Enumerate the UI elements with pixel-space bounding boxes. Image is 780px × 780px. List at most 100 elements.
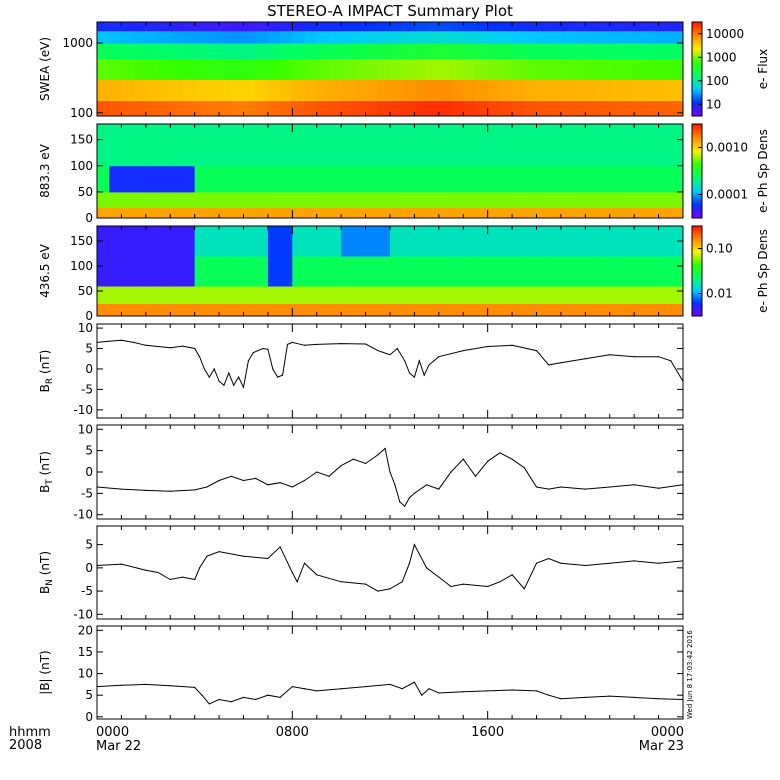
data-point [272, 368, 274, 370]
heatmap-cell [219, 100, 232, 116]
y-tick-label: 0 [85, 710, 93, 724]
heatmap-cell [475, 165, 489, 193]
data-point [291, 571, 293, 574]
data-point [133, 341, 135, 343]
panel-ylabel: 436.5 eV [38, 243, 52, 298]
data-point [450, 585, 452, 588]
heatmap-cell [426, 43, 440, 59]
data-point [316, 343, 318, 346]
data-point [462, 349, 464, 352]
heatmap-cell [475, 30, 489, 44]
heatmap-cell [573, 207, 586, 218]
heatmap-cell [280, 124, 293, 167]
heatmap-cell [255, 58, 269, 81]
heatmap-cell [206, 22, 220, 32]
heatmap-cell [451, 30, 464, 44]
heatmap-cell [548, 30, 562, 44]
data-points [96, 447, 684, 507]
heatmap-cell [109, 256, 122, 287]
heatmap-cell [219, 22, 232, 32]
heatmap-cell [475, 43, 489, 59]
heatmap-cell [658, 22, 672, 32]
heatmap-cell [585, 58, 599, 81]
y-tick-label: 0 [85, 561, 93, 575]
data-point [233, 384, 235, 386]
heatmap-cell [243, 207, 257, 218]
heatmap-cell [194, 22, 208, 32]
heatmap-cell [573, 30, 586, 44]
ylabel-unit: (nT) [38, 650, 52, 678]
heatmap-cell [573, 303, 586, 316]
heatmap-cell [536, 256, 550, 287]
data-point [198, 356, 201, 358]
data-point [364, 685, 367, 688]
heatmap-cell [133, 22, 147, 32]
heatmap-cell [475, 256, 489, 287]
data-point [316, 574, 318, 576]
ylabel-sub: R [45, 378, 55, 384]
heatmap-cell [487, 124, 501, 167]
heatmap-cell [121, 226, 135, 257]
heatmap-cell [597, 79, 611, 102]
heatmap-cell [670, 207, 683, 218]
y-tick-label: 20 [78, 623, 93, 637]
heatmap-cell [365, 303, 379, 316]
data-point [408, 372, 411, 374]
heatmap-cell [560, 165, 574, 193]
heatmap-cell [316, 303, 330, 316]
heatmap-cell [597, 207, 611, 218]
heatmap-cell [573, 22, 586, 32]
heatmap-cell [646, 58, 660, 81]
heatmap-cell [341, 207, 354, 218]
heatmap-cell [170, 124, 183, 167]
heatmap-cell [97, 79, 110, 102]
heatmap-cell [609, 226, 623, 257]
data-point [438, 488, 440, 490]
heatmap-cell [194, 207, 208, 218]
data-point [384, 447, 386, 450]
data-point [262, 347, 264, 350]
heatmap-cell [255, 22, 269, 32]
y-tick-label: 50 [78, 284, 93, 298]
data-point [389, 471, 391, 473]
heatmap-cell [194, 58, 208, 81]
heatmap-cell [292, 124, 306, 167]
data-point [401, 581, 403, 583]
heatmap-cell [438, 226, 452, 257]
heatmap-cell [390, 22, 403, 32]
data-point [474, 475, 477, 477]
heatmap-cell [145, 22, 159, 32]
data-point [428, 364, 430, 366]
colorbar-tick-label: 10 [706, 97, 721, 111]
heatmap-cell [158, 165, 171, 193]
data-point [609, 486, 611, 488]
heatmap-cell [621, 256, 635, 287]
y-tick-label: 1000 [62, 36, 93, 50]
data-point [413, 681, 416, 683]
heatmap-cell [219, 191, 232, 209]
data-point [487, 585, 489, 588]
heatmap-cell [609, 30, 623, 44]
heatmap-cell [243, 191, 257, 209]
heatmap-cell [219, 79, 232, 102]
heatmap-cell [585, 256, 599, 287]
data-point [657, 698, 660, 700]
heatmap-cell [328, 256, 342, 287]
heatmap-cell [402, 100, 415, 116]
heatmap-cell [219, 30, 232, 44]
y-tick-label: 150 [70, 234, 93, 248]
data-point [389, 683, 391, 685]
heatmap-cell [158, 22, 171, 32]
heatmap-cell [133, 165, 147, 193]
heatmap-cell [121, 165, 135, 193]
heatmap-cell [512, 43, 525, 59]
heatmap-cell [304, 58, 318, 81]
heatmap-cell [585, 43, 599, 59]
heatmap-cell [219, 165, 232, 193]
colorbar-label: e- Flux [756, 49, 770, 89]
heatmap-cell [377, 30, 391, 44]
heatmap-cell [670, 303, 683, 316]
data-point [242, 696, 245, 698]
heatmap-cell [524, 30, 537, 44]
